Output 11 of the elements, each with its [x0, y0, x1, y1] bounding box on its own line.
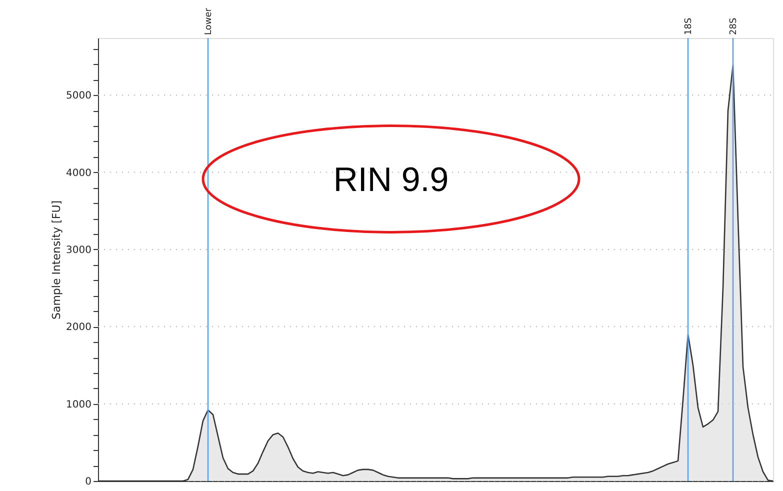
y-tick-label: 4000 — [66, 168, 92, 179]
x-tick-label: Lower — [204, 8, 214, 35]
y-tick-label: 1000 — [66, 399, 92, 410]
y-tick-label: 2000 — [66, 322, 92, 334]
y-tick-label: 0 — [85, 476, 92, 488]
x-tick-label: 28S — [729, 18, 739, 35]
y-tick-label: 5000 — [66, 90, 92, 102]
y-tick-label: 3000 — [66, 244, 92, 256]
x-tick-label: 18S — [684, 18, 694, 35]
y-axis-title: Sample Intensity [FU] — [50, 200, 64, 320]
annotation: RIN 9.9 — [333, 161, 449, 199]
